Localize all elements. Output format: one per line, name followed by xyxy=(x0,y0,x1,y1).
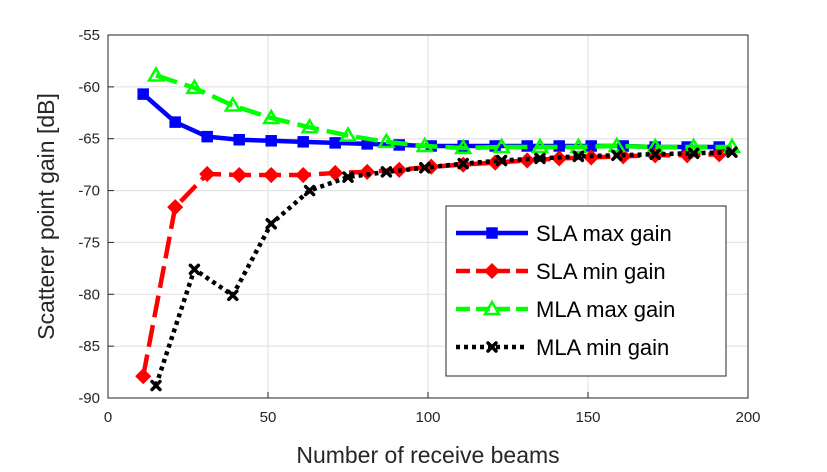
data-point xyxy=(295,166,312,184)
data-point xyxy=(457,157,469,170)
data-point xyxy=(201,130,213,143)
y-axis-label: Scatterer point gain [dB] xyxy=(33,93,59,340)
data-point xyxy=(611,149,623,162)
data-point xyxy=(329,137,341,149)
y-tick-label: -90 xyxy=(78,390,100,407)
data-point xyxy=(726,146,738,158)
y-tick-label: -60 xyxy=(78,79,100,96)
data-point xyxy=(199,165,216,183)
legend-marker xyxy=(482,299,502,316)
data-point xyxy=(569,137,588,154)
data-point xyxy=(492,137,511,154)
x-axis-label: Number of receive beams xyxy=(296,442,559,468)
series-mla-min-gain xyxy=(150,146,738,392)
data-point xyxy=(169,116,181,128)
data-point xyxy=(233,134,245,146)
data-point xyxy=(342,171,354,183)
x-tick-label: 50 xyxy=(260,409,277,426)
data-point xyxy=(687,147,700,159)
data-point xyxy=(150,379,162,392)
y-tick-label: -65 xyxy=(78,131,100,148)
data-point xyxy=(297,136,309,148)
series-layer xyxy=(135,65,742,392)
data-point xyxy=(223,96,242,112)
data-point xyxy=(263,166,280,184)
legend-label: MLA min gain xyxy=(536,335,669,360)
data-point xyxy=(415,136,434,153)
legend-marker xyxy=(486,227,498,239)
data-point xyxy=(534,152,546,165)
x-tick-label: 150 xyxy=(575,409,600,426)
y-tick-label: -70 xyxy=(78,183,100,200)
data-point xyxy=(649,148,661,161)
data-point xyxy=(265,218,277,230)
y-tick-label: -75 xyxy=(78,234,100,251)
data-point xyxy=(135,368,152,385)
data-point xyxy=(454,138,473,155)
data-point xyxy=(572,150,585,163)
data-point xyxy=(380,166,393,178)
data-point xyxy=(377,132,396,149)
data-point xyxy=(137,88,149,100)
x-tick-label: 0 xyxy=(104,409,112,426)
legend-marker xyxy=(483,262,501,280)
data-point xyxy=(188,263,201,276)
axis-ticks: 0 50 100 150 200 -55 -60 -65 -70 -75 -80 -85 -90 xyxy=(78,27,760,426)
data-point xyxy=(146,65,166,82)
x-tick-label: 100 xyxy=(415,409,440,426)
x-tick-label: 200 xyxy=(735,409,760,426)
legend-label: MLA max gain xyxy=(536,297,675,322)
series-line xyxy=(153,149,733,387)
data-point xyxy=(495,154,508,167)
legend-label: SLA max gain xyxy=(536,221,672,246)
y-tick-label: -85 xyxy=(78,338,100,355)
data-point xyxy=(185,78,204,95)
data-point xyxy=(607,136,626,153)
data-point xyxy=(359,163,376,180)
series-line xyxy=(155,73,732,151)
data-point xyxy=(262,108,281,125)
y-tick-label: -80 xyxy=(78,286,100,303)
y-tick-label: -55 xyxy=(78,27,100,44)
data-point xyxy=(231,166,248,184)
data-point xyxy=(419,162,431,174)
data-point xyxy=(338,126,358,142)
legend-label: SLA min gain xyxy=(536,259,666,284)
legend-marker xyxy=(486,341,498,353)
data-point xyxy=(530,137,550,154)
legend: SLA max gain SLA min gain MLA max gain MLA … xyxy=(445,205,727,377)
data-point xyxy=(300,117,319,134)
data-point xyxy=(227,289,239,302)
data-point xyxy=(303,184,316,197)
data-point xyxy=(167,199,184,216)
data-point xyxy=(265,135,277,147)
series-mla-max-gain xyxy=(146,65,742,155)
